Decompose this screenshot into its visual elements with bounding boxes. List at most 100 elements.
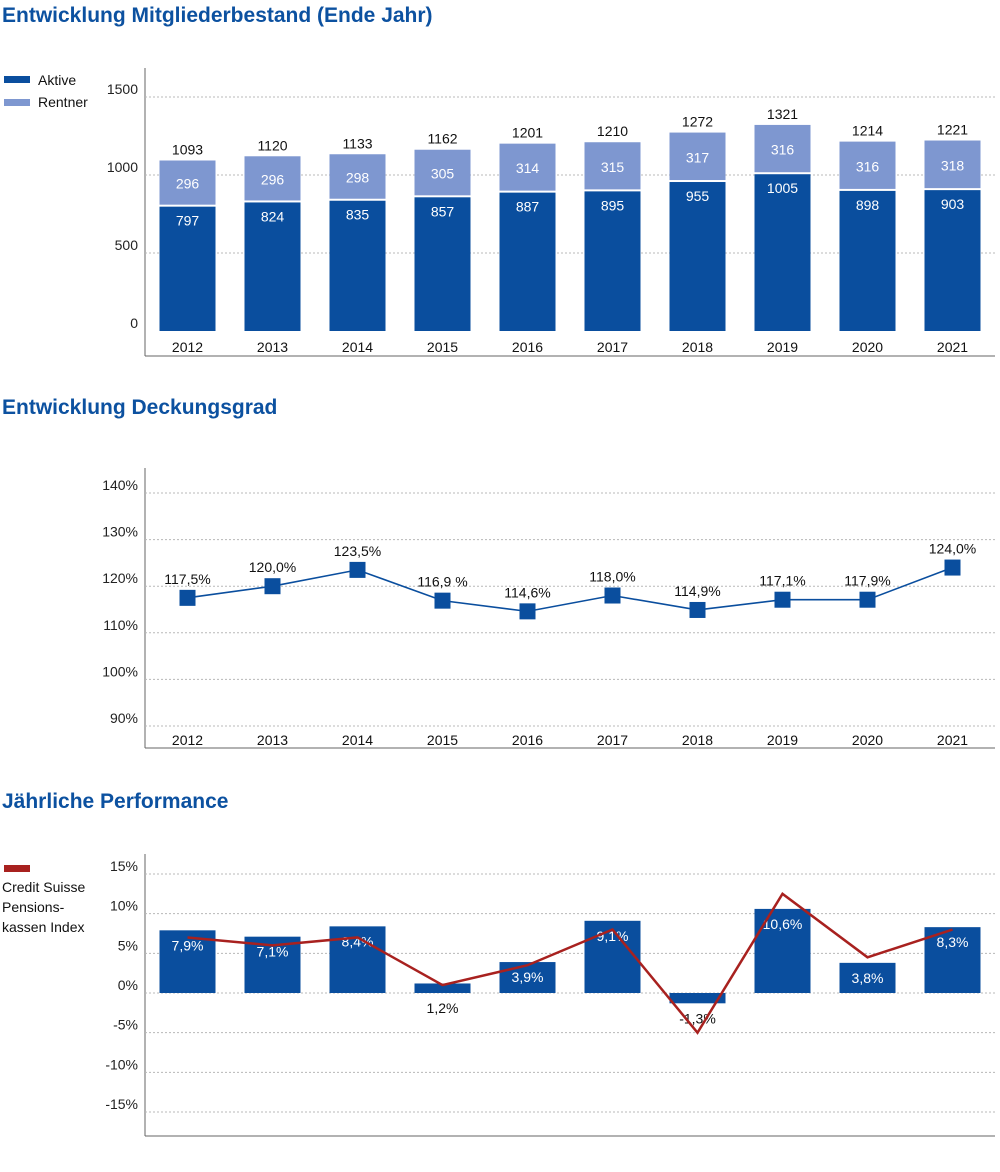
coverage-value-label: 117,9% [844,573,890,589]
x-tick-label: 2019 [767,339,798,355]
bar-total-label: 1272 [682,114,713,130]
coverage-marker [349,561,366,578]
coverage-value-label: 123,5% [334,543,381,559]
coverage-marker [519,603,536,620]
bar-rentner [669,132,726,181]
coverage-marker [179,589,196,606]
coverage-value-label: 117,1% [759,573,805,589]
y-tick-label: 140% [102,477,138,493]
coverage-value-label: 117,5% [164,571,210,587]
bar-rentner [499,143,556,191]
performance-value-label: 7,9% [172,937,204,953]
bar-label-rentner: 305 [431,166,455,182]
x-tick-label: 2018 [682,339,713,355]
x-tick-label: 2014 [342,732,373,748]
bar-total-label: 1093 [172,141,203,157]
y-tick-label: 500 [115,237,139,253]
bar-label-rentner: 318 [941,157,965,173]
performance-value-label: 3,9% [512,969,544,985]
coverage-marker [604,587,621,604]
y-tick-label: -10% [105,1056,138,1072]
coverage-marker [264,578,281,595]
bar-rentner [584,142,641,190]
bar-label-aktive: 857 [431,203,455,219]
coverage-line [187,566,953,613]
bar-label-aktive: 835 [346,207,370,223]
y-tick-label: 5% [118,937,138,953]
coverage-marker [689,601,706,618]
legend-label-index: kassen Index [2,919,85,935]
x-tick-label: 2015 [427,732,458,748]
bar-total-label: 1210 [597,123,628,139]
performance-chart: -15% -10% -5% 0% 5% 10% 15% 7,9% 7,1% 8,4% 1,2% 3,9… [2,854,995,1137]
x-tick-label: 2012 [172,339,203,355]
bar-aktive [584,191,641,331]
x-tick-label: 2016 [512,732,543,748]
bar-aktive [754,174,811,331]
performance-bar [159,930,216,993]
y-tick-label: -15% [105,1096,138,1112]
performance-value-label: 1,2% [427,1000,459,1016]
coverage-chart: 90% 100% 110% 120% 130% 140% 117,5% 2012 120,0% 2… [102,468,995,749]
x-tick-label: 2018 [682,732,713,748]
performance-bar [414,983,471,993]
performance-value-label: 7,1% [257,944,289,960]
legend-label-rentner: Rentner [38,94,88,110]
x-tick-label: 2012 [172,732,203,748]
bar-rentner [839,141,896,189]
performance-bar [499,962,556,993]
bar-aktive [414,197,471,331]
bar-label-aktive: 824 [261,208,285,224]
coverage-marker [434,592,451,609]
coverage-marker [944,559,961,576]
bar-label-rentner: 316 [771,142,795,158]
bar-label-rentner: 316 [856,158,880,174]
y-tick-label: 1000 [107,159,138,175]
y-tick-label: 90% [110,710,138,726]
x-tick-label: 2014 [342,339,373,355]
y-tick-label: 130% [102,524,138,540]
bar-aktive [499,192,556,331]
bar-label-aktive: 898 [856,197,880,213]
coverage-value-label: 114,9% [674,583,720,599]
index-line [187,892,953,1035]
bar-label-aktive: 1005 [767,180,798,196]
bar-total-label: 1162 [427,131,457,147]
bar-label-rentner: 315 [601,159,625,175]
legend-label-index: Credit Suisse [2,879,85,895]
x-tick-label: 2019 [767,732,798,748]
y-tick-label: 110% [103,617,138,633]
bar-aktive [669,182,726,331]
coverage-value-label: 118,0% [589,569,635,585]
performance-value-label: 3,8% [852,970,884,986]
bar-rentner [329,154,386,199]
bar-total-label: 1201 [512,125,543,141]
bar-label-aktive: 887 [516,199,540,215]
bar-label-aktive: 955 [686,188,710,204]
performance-bar [924,927,981,993]
y-tick-label: 0 [130,315,138,331]
x-tick-label: 2016 [512,339,543,355]
bar-label-rentner: 317 [686,149,710,165]
bar-label-aktive: 895 [601,197,625,213]
bar-aktive [159,206,216,331]
bar-total-label: 1133 [342,135,372,151]
bar-label-aktive: 797 [176,213,200,229]
bar-rentner [754,124,811,173]
bar-label-rentner: 296 [176,176,200,192]
performance-bar [839,962,896,993]
legend-swatch-rentner [4,99,30,106]
bar-label-rentner: 296 [261,171,285,187]
y-tick-label: 10% [110,898,138,914]
y-tick-label: 15% [110,858,138,874]
x-tick-label: 2015 [427,339,458,355]
bar-total-label: 1221 [937,122,968,138]
performance-bar [669,993,726,1004]
bar-aktive [839,190,896,331]
y-tick-label: -5% [113,1017,138,1033]
legend-label-aktive: Aktive [38,72,76,88]
y-tick-label: 120% [102,570,138,586]
bar-total-label: 1321 [767,106,798,122]
bar-label-rentner: 298 [346,169,370,185]
bar-aktive [244,202,301,331]
